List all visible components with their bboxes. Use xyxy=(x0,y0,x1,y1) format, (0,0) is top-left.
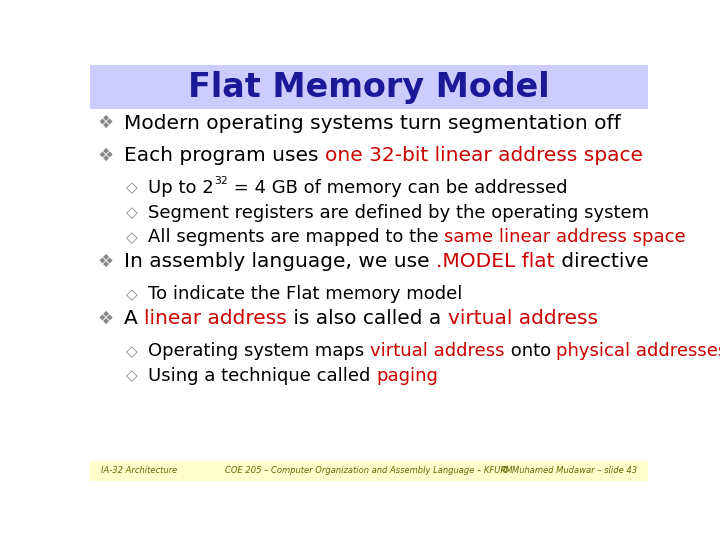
Text: Operating system maps: Operating system maps xyxy=(148,342,370,360)
Text: ◇: ◇ xyxy=(126,180,138,195)
Text: ❖: ❖ xyxy=(97,253,114,271)
Text: physical addresses: physical addresses xyxy=(557,342,720,360)
Text: one 32-bit linear address space: one 32-bit linear address space xyxy=(325,146,643,165)
Text: ❖: ❖ xyxy=(97,114,114,132)
Text: 32: 32 xyxy=(214,176,228,186)
Text: IA-32 Architecture: IA-32 Architecture xyxy=(101,466,177,475)
Text: same linear address space: same linear address space xyxy=(444,228,686,246)
Text: linear address: linear address xyxy=(144,309,287,328)
Text: © Muhamed Mudawar – slide 43: © Muhamed Mudawar – slide 43 xyxy=(501,466,637,475)
Text: Segment registers are defined by the operating system: Segment registers are defined by the ope… xyxy=(148,204,649,221)
Text: Up to 2: Up to 2 xyxy=(148,179,214,197)
Text: .MODEL flat: .MODEL flat xyxy=(436,252,554,272)
Text: paging: paging xyxy=(377,367,438,385)
Bar xyxy=(90,65,648,110)
Text: virtual address: virtual address xyxy=(370,342,505,360)
Text: ◇: ◇ xyxy=(126,368,138,383)
Text: onto: onto xyxy=(505,342,557,360)
Text: Flat Memory Model: Flat Memory Model xyxy=(188,71,550,104)
Text: Modern operating systems turn segmentation off: Modern operating systems turn segmentati… xyxy=(124,114,621,133)
Text: COE 205 – Computer Organization and Assembly Language – KFUPM: COE 205 – Computer Organization and Asse… xyxy=(225,466,513,475)
Text: directive: directive xyxy=(554,252,648,272)
Text: ❖: ❖ xyxy=(97,147,114,165)
Text: ◇: ◇ xyxy=(126,287,138,302)
Text: A: A xyxy=(124,309,144,328)
Text: ◇: ◇ xyxy=(126,230,138,245)
Text: Each program uses: Each program uses xyxy=(124,146,325,165)
Text: ❖: ❖ xyxy=(97,310,114,328)
Text: = 4 GB of memory can be addressed: = 4 GB of memory can be addressed xyxy=(228,179,567,197)
Text: All segments are mapped to the: All segments are mapped to the xyxy=(148,228,444,246)
Text: is also called a: is also called a xyxy=(287,309,448,328)
Text: Using a technique called: Using a technique called xyxy=(148,367,377,385)
Bar xyxy=(90,461,648,481)
Text: virtual address: virtual address xyxy=(448,309,598,328)
Text: To indicate the Flat memory model: To indicate the Flat memory model xyxy=(148,285,462,303)
Text: ◇: ◇ xyxy=(126,205,138,220)
Text: ◇: ◇ xyxy=(126,344,138,359)
Text: In assembly language, we use: In assembly language, we use xyxy=(124,252,436,272)
